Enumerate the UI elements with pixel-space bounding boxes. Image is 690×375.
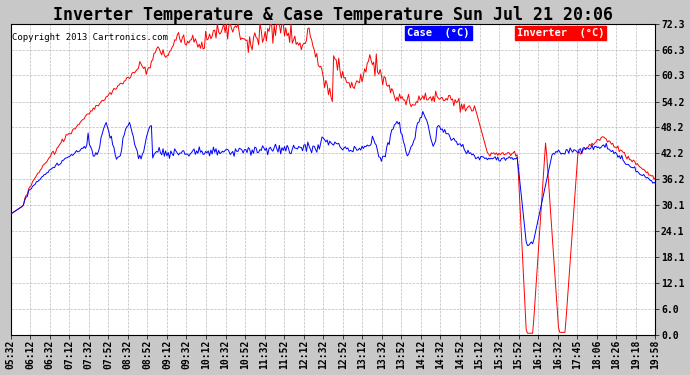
Text: Inverter  (°C): Inverter (°C) [517,28,604,38]
Text: Copyright 2013 Cartronics.com: Copyright 2013 Cartronics.com [12,33,168,42]
Text: Case  (°C): Case (°C) [407,28,470,38]
Title: Inverter Temperature & Case Temperature Sun Jul 21 20:06: Inverter Temperature & Case Temperature … [53,6,613,24]
